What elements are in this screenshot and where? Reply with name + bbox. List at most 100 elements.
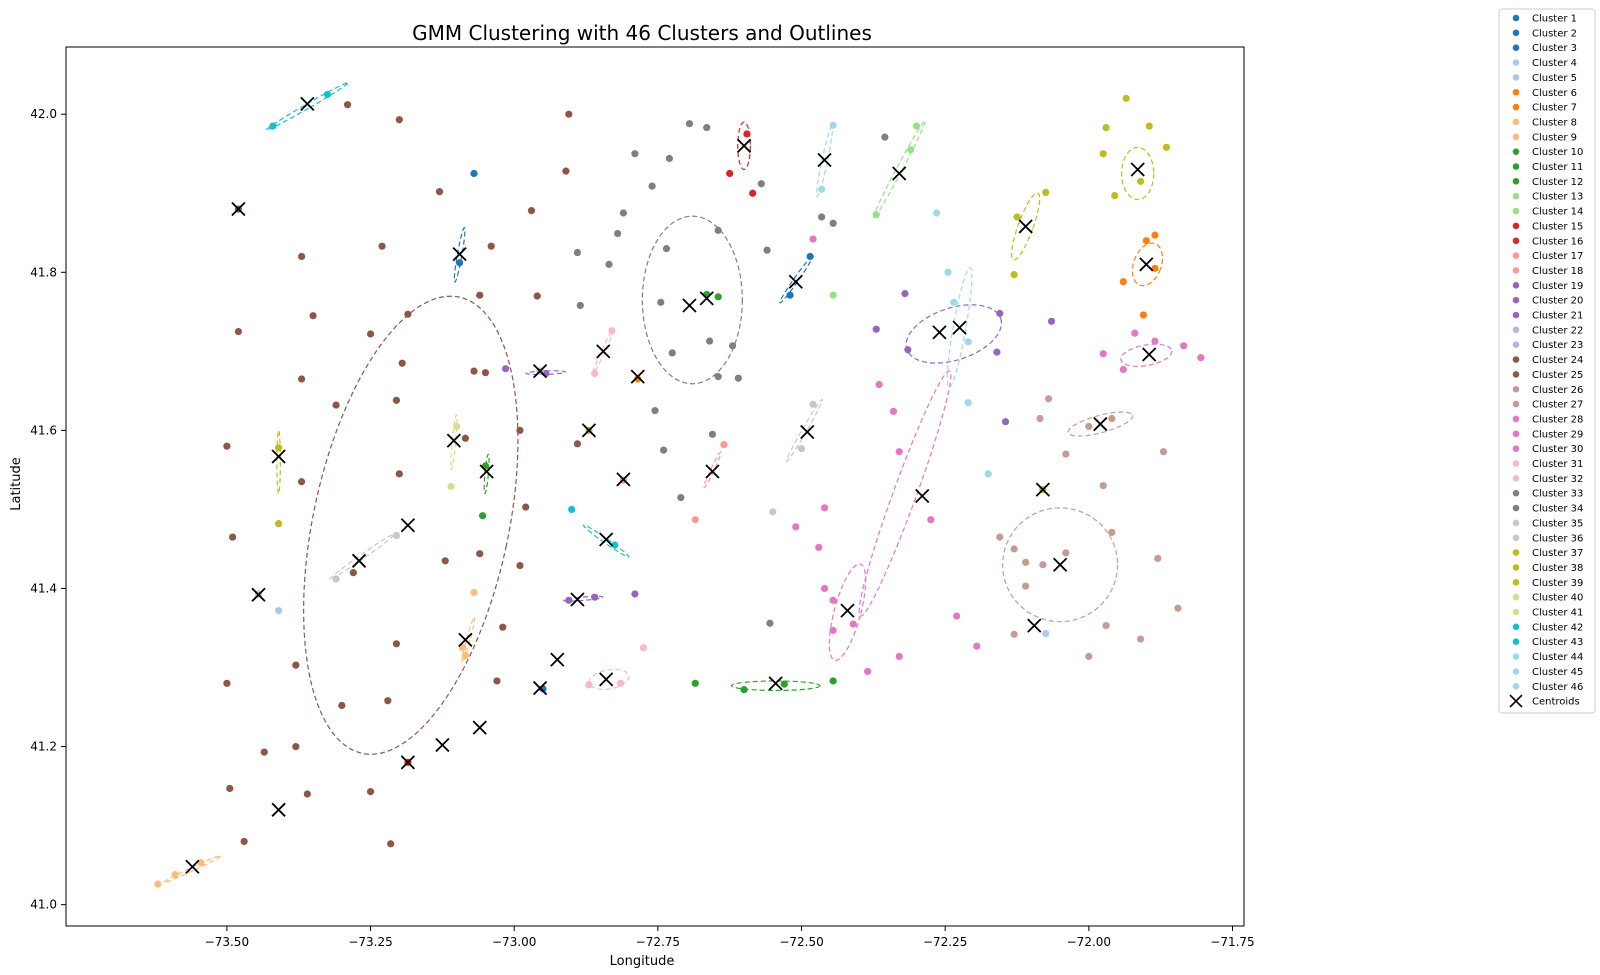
centroid-marker <box>932 325 947 340</box>
data-point <box>734 374 742 382</box>
x-tick-label: −73.25 <box>348 935 392 949</box>
data-point <box>996 309 1004 317</box>
cluster-outline-32 <box>562 595 604 602</box>
legend-marker <box>1512 341 1520 349</box>
legend-entry: Cluster 33 <box>1532 489 1583 500</box>
legend-marker <box>1512 267 1520 274</box>
data-point <box>332 575 340 583</box>
data-point <box>447 482 455 491</box>
data-point <box>1108 414 1116 423</box>
centroid-marker <box>616 472 631 487</box>
data-point <box>516 426 524 434</box>
legend-entry: Cluster 6 <box>1532 88 1577 99</box>
legend-entry: Cluster 7 <box>1532 103 1577 114</box>
legend-entry: Cluster 18 <box>1532 266 1583 277</box>
data-point <box>343 101 352 109</box>
data-point <box>763 246 771 254</box>
data-point <box>323 90 332 99</box>
centroid-marker <box>185 859 200 874</box>
x-tick-label: −72.25 <box>923 935 967 949</box>
data-point <box>384 697 392 705</box>
data-point <box>1022 582 1030 590</box>
chart-title: GMM Clustering with 46 Clusters and Outl… <box>412 21 872 45</box>
data-point <box>1142 237 1150 245</box>
legend-marker <box>1512 133 1520 141</box>
data-point <box>309 312 317 320</box>
centroid-marker <box>479 464 494 479</box>
data-point <box>1151 231 1159 239</box>
data-point <box>1013 213 1021 221</box>
centroid-marker <box>251 587 266 602</box>
legend-entry: Cluster 9 <box>1532 132 1577 143</box>
centroid-marker <box>400 518 416 533</box>
legend-marker <box>1512 489 1520 497</box>
data-point <box>404 310 412 318</box>
x-axis-label: Longitude <box>610 954 675 969</box>
data-point <box>662 244 671 253</box>
data-point <box>677 493 685 502</box>
centroid-marker <box>736 138 752 153</box>
data-point <box>996 533 1004 541</box>
centroid-marker <box>1130 162 1145 177</box>
data-point <box>1139 311 1148 319</box>
legend-entry: Cluster 21 <box>1532 311 1583 322</box>
cluster-outline-13 <box>1067 411 1134 437</box>
x-tick-label: −72.75 <box>636 935 680 949</box>
legend-marker <box>1512 460 1520 467</box>
data-point <box>849 620 857 628</box>
data-point <box>527 207 536 215</box>
data-point <box>950 298 958 306</box>
legend-entry: Cluster 10 <box>1532 147 1583 158</box>
legend-entry: Cluster 34 <box>1532 504 1583 515</box>
data-point <box>1151 337 1159 345</box>
data-point <box>665 154 673 163</box>
legend-entry: Cluster 24 <box>1532 355 1583 366</box>
legend-marker <box>1512 579 1520 586</box>
legend-marker <box>1512 296 1520 304</box>
data-point <box>895 448 903 456</box>
data-point <box>757 180 765 188</box>
y-axis-label: Latitude <box>9 457 24 511</box>
legend-marker <box>1512 504 1520 512</box>
data-point <box>392 531 401 540</box>
legend-entry: Cluster 4 <box>1532 58 1577 69</box>
data-point <box>260 748 268 756</box>
data-point <box>395 470 403 478</box>
data-point <box>522 503 530 511</box>
data-point <box>1099 482 1107 490</box>
data-point <box>275 444 283 452</box>
legend-entry: Cluster 2 <box>1532 28 1577 39</box>
data-point <box>639 644 648 652</box>
centroid-marker <box>1139 257 1154 272</box>
legend-marker <box>1512 192 1520 200</box>
data-point <box>1119 365 1127 374</box>
legend-entry: Cluster 35 <box>1532 518 1583 529</box>
data-point <box>749 189 757 197</box>
data-point <box>576 301 584 310</box>
legend-entry: Cluster 36 <box>1532 533 1583 544</box>
data-point <box>229 533 237 541</box>
axes-ticks: −73.50 −73.25 −73.00 −72.75 −72.50 −72.25 −72.… <box>30 107 1254 949</box>
legend-marker <box>1512 682 1520 690</box>
data-point <box>820 584 829 593</box>
data-point <box>1039 561 1047 569</box>
legend-marker <box>1512 653 1520 660</box>
centroid-marker <box>952 320 967 335</box>
data-point <box>533 292 541 300</box>
cluster-outline-28 <box>461 616 476 664</box>
legend-marker <box>1512 118 1520 126</box>
legend-entry: Cluster 28 <box>1532 414 1583 425</box>
legend-marker <box>1512 564 1520 571</box>
data-point <box>1136 635 1145 643</box>
data-point <box>591 593 599 601</box>
data-point <box>1036 414 1044 423</box>
data-point <box>1102 124 1110 132</box>
data-point <box>1047 317 1056 325</box>
data-point <box>223 442 231 450</box>
data-point <box>154 880 162 888</box>
data-point <box>907 146 915 154</box>
centroid-marker <box>1018 219 1033 234</box>
data-point <box>740 686 748 694</box>
legend-marker <box>1512 371 1520 378</box>
legend-entry: Cluster 19 <box>1532 281 1583 292</box>
